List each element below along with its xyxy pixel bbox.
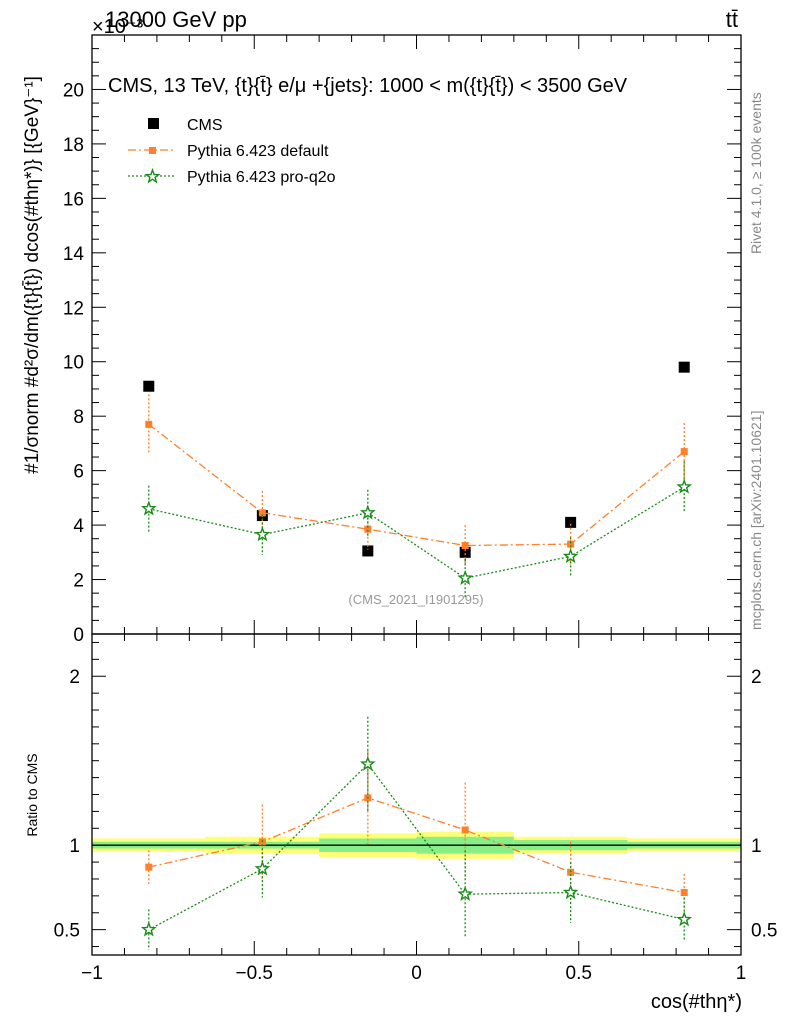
main-y-tick-label: 2 <box>73 571 84 592</box>
main-default-point <box>567 540 575 548</box>
header-left-label: 13000 GeV pp <box>105 7 247 32</box>
ratio-y-tick-label: 0.5 <box>54 921 80 942</box>
main-y-tick-label: 12 <box>63 298 84 319</box>
ratio-default-point <box>461 826 469 834</box>
ratio-proq2o-point <box>676 911 693 927</box>
main-default-point <box>145 420 153 428</box>
main-y-axis-label: #1/σnorm #d²σ/dm({t}{t̄}) dcos(#thη*)} [… <box>22 76 43 474</box>
main-proq2o-point <box>562 548 579 564</box>
x-axis-label: cos(#thη*) <box>651 991 742 1013</box>
main-y-tick-label: 20 <box>63 80 84 101</box>
x-tick-label: 0 <box>411 963 422 984</box>
header-right-label: tt̄ <box>726 7 738 32</box>
main-proq2o-point <box>254 526 271 542</box>
main-chart-title: CMS, 13 TeV, {t}{t̄} e/μ +{jets}: 1000 <… <box>108 75 628 97</box>
ratio-plot-frame <box>91 633 742 956</box>
ratio-y-tick-label-right: 1 <box>751 836 762 857</box>
mcplots-side-label: mcplots.cern.ch [arXiv:2401.10621] <box>748 411 764 630</box>
main-cms-point <box>678 361 690 373</box>
ratio-proq2o-point <box>359 755 376 771</box>
main-default-point <box>258 509 266 517</box>
watermark-label: (CMS_2021_I1901295) <box>348 592 483 607</box>
main-cms-point <box>362 545 374 557</box>
ratio-series-line-0 <box>148 797 685 894</box>
ratio-default-point <box>567 868 575 876</box>
ratio-proq2o-point <box>254 860 271 876</box>
ratio-y-tick-label-right: 0.5 <box>751 921 777 942</box>
ratio-default-point <box>680 888 688 896</box>
ratio-proq2o-point <box>562 884 579 900</box>
ratio-proq2o-point <box>140 921 157 937</box>
legend-default-label: Pythia 6.423 default <box>187 143 329 160</box>
main-default-point <box>680 448 688 456</box>
main-y-tick-label: 10 <box>63 353 84 374</box>
y-exponent-label: ×10⁻³ <box>92 16 143 38</box>
legend: CMS Pythia 6.423 default Pythia 6.423 pr… <box>128 117 336 186</box>
main-default-point <box>461 542 469 550</box>
main-y-tick-label: 16 <box>63 189 84 210</box>
ratio-series-line-1 <box>148 763 685 931</box>
legend-default-marker <box>149 147 156 154</box>
main-cms-point <box>459 546 471 558</box>
ratio-y-axis-label: Ratio to CMS <box>24 753 40 836</box>
legend-proq2o-marker <box>144 167 161 184</box>
main-y-tick-label: 6 <box>73 462 84 483</box>
main-cms-point <box>143 380 155 392</box>
x-tick-label: 1 <box>736 963 747 984</box>
main-proq2o-point <box>359 504 376 520</box>
main-y-tick-label: 14 <box>63 244 85 265</box>
x-tick-label: −0.5 <box>235 963 273 984</box>
main-default-point <box>364 525 372 533</box>
main-proq2o-point <box>140 500 157 516</box>
main-y-tick-label: 0 <box>73 625 84 646</box>
ratio-proq2o-point <box>457 885 474 901</box>
main-series-line-2 <box>148 486 685 579</box>
ratio-y-tick-label: 2 <box>69 667 80 688</box>
rivet-side-label: Rivet 4.1.0, ≥ 100k events <box>748 92 764 254</box>
x-tick-label: 0.5 <box>566 963 592 984</box>
legend-proq2o-label: Pythia 6.423 pro-q2o <box>187 169 336 186</box>
legend-cms-marker <box>148 118 159 129</box>
main-y-tick-label: 8 <box>73 407 84 428</box>
legend-cms-label: CMS <box>187 117 223 134</box>
ratio-default-point <box>145 863 153 871</box>
ratio-y-tick-label: 1 <box>69 836 80 857</box>
x-tick-label: −1 <box>81 963 103 984</box>
main-cms-point <box>565 516 577 528</box>
main-proq2o-point <box>457 569 474 585</box>
ratio-y-tick-label-right: 2 <box>751 667 762 688</box>
main-y-tick-label: 18 <box>63 135 84 156</box>
main-y-tick-label: 4 <box>73 516 84 537</box>
main-proq2o-point <box>676 478 693 494</box>
main-series-line-1 <box>148 423 685 547</box>
